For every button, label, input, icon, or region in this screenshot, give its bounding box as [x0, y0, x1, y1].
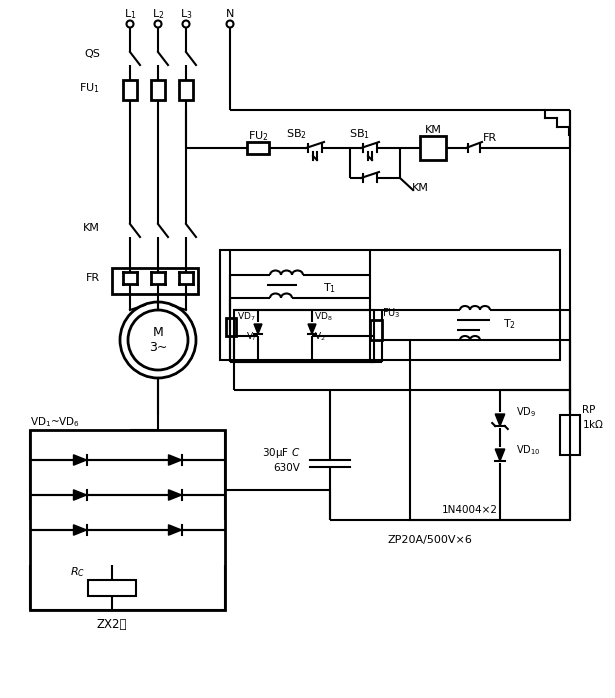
Text: M
3~: M 3~ — [149, 326, 167, 354]
Text: VD$_7$: VD$_7$ — [237, 311, 256, 323]
Circle shape — [183, 20, 189, 27]
Bar — [410, 390, 570, 520]
Text: T$_1$: T$_1$ — [323, 281, 336, 295]
Text: V$_2$: V$_2$ — [314, 331, 326, 343]
Polygon shape — [169, 490, 181, 500]
Text: T$_2$: T$_2$ — [504, 317, 517, 331]
Bar — [420, 136, 446, 160]
Text: FR: FR — [86, 273, 100, 283]
Text: N: N — [226, 9, 234, 19]
Text: 630V: 630V — [273, 463, 300, 473]
Text: L$_3$: L$_3$ — [180, 7, 192, 21]
Bar — [30, 430, 225, 610]
Polygon shape — [74, 490, 87, 500]
Text: L$_2$: L$_2$ — [152, 7, 164, 21]
Text: 30μF$\ C$: 30μF$\ C$ — [261, 446, 300, 460]
Bar — [179, 80, 193, 100]
Polygon shape — [308, 324, 316, 334]
Polygon shape — [74, 455, 87, 465]
Text: KM: KM — [83, 223, 100, 233]
Text: VD$_1$~VD$_6$: VD$_1$~VD$_6$ — [30, 415, 80, 429]
Text: $R_C$: $R_C$ — [70, 565, 85, 579]
Bar — [560, 415, 580, 455]
Circle shape — [226, 20, 234, 27]
Text: VD$_9$: VD$_9$ — [516, 405, 536, 419]
Text: KM: KM — [411, 183, 429, 193]
Text: FR: FR — [483, 133, 497, 143]
Polygon shape — [169, 525, 181, 535]
Polygon shape — [495, 449, 505, 461]
Circle shape — [154, 20, 162, 27]
Polygon shape — [169, 455, 181, 465]
Text: 1N4004×2: 1N4004×2 — [442, 505, 498, 515]
Text: ZP20A/500V×6: ZP20A/500V×6 — [387, 535, 472, 545]
Bar — [370, 320, 382, 340]
Text: FU$_2$: FU$_2$ — [248, 129, 268, 143]
Bar — [247, 142, 269, 154]
Circle shape — [127, 20, 133, 27]
Text: VD$_8$: VD$_8$ — [314, 311, 333, 323]
Bar — [220, 250, 560, 360]
Text: KM: KM — [424, 125, 442, 135]
Text: L$_1$: L$_1$ — [124, 7, 137, 21]
Circle shape — [120, 302, 196, 378]
Circle shape — [128, 310, 188, 370]
Bar — [226, 318, 236, 336]
Text: SB$_1$: SB$_1$ — [349, 127, 370, 141]
Bar — [88, 580, 136, 596]
Text: QS: QS — [84, 49, 100, 59]
Text: 1k$\Omega$: 1k$\Omega$ — [582, 418, 604, 430]
Bar — [123, 80, 137, 100]
Text: RP: RP — [582, 405, 595, 415]
Text: VD$_{10}$: VD$_{10}$ — [516, 443, 541, 457]
Text: ZX2型: ZX2型 — [97, 618, 127, 632]
Bar — [234, 310, 374, 362]
Text: FU$_1$: FU$_1$ — [79, 81, 100, 95]
Polygon shape — [254, 324, 262, 334]
Polygon shape — [495, 414, 505, 426]
Bar — [151, 80, 165, 100]
Text: SB$_2$: SB$_2$ — [285, 127, 306, 141]
Polygon shape — [74, 525, 87, 535]
Bar — [112, 268, 198, 294]
Text: V$_i$: V$_i$ — [246, 331, 256, 343]
Text: FU$_3$: FU$_3$ — [382, 306, 400, 320]
